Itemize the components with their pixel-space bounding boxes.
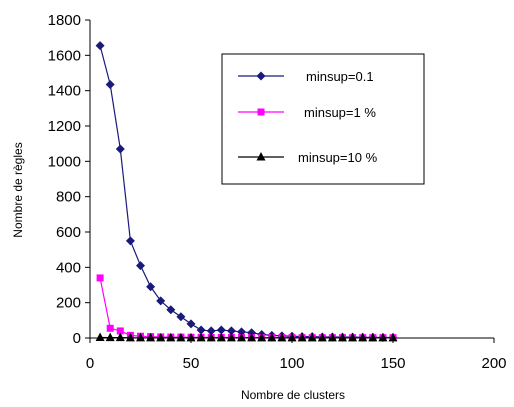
data-point: [105, 79, 115, 89]
data-point: [327, 332, 337, 342]
data-point: [237, 332, 246, 342]
legend-label: minsup=10 %: [298, 150, 378, 165]
data-point: [196, 332, 206, 342]
data-point: [125, 332, 135, 342]
legend-label: minsup=1 %: [304, 105, 376, 120]
y-tick-label: 400: [56, 259, 81, 276]
y-axis-label: Nombre de règles: [11, 142, 25, 237]
data-point: [136, 261, 145, 271]
x-ticks: 0 50 100 150 200: [86, 338, 507, 372]
data-point: [216, 332, 226, 342]
legend-item: minsup=0.1: [238, 69, 374, 84]
y-tick-label: 1800: [48, 12, 81, 29]
y-tick-label: 800: [56, 189, 81, 206]
series-2: [96, 274, 397, 342]
series-layer: [95, 41, 398, 342]
data-point: [115, 144, 125, 154]
data-point: [206, 326, 216, 336]
data-point: [125, 236, 135, 246]
legend-item: minsup=1 %: [238, 105, 376, 120]
series-3: [95, 332, 398, 342]
y-tick-label: 1000: [48, 153, 81, 170]
data-point: [317, 332, 327, 342]
y-tick-label: 600: [56, 224, 81, 241]
data-point: [176, 312, 186, 322]
data-point: [256, 152, 266, 161]
y-ticks: 0 200 400 600 800 1000 1200 1400 1600 1800: [48, 12, 90, 347]
x-tick-label: 50: [183, 355, 200, 372]
y-tick-label: 200: [56, 295, 81, 312]
data-point: [257, 108, 265, 116]
data-point: [105, 332, 115, 342]
x-tick-label: 0: [86, 355, 94, 372]
data-point: [247, 332, 257, 342]
data-point: [368, 332, 378, 342]
y-tick-label: 1200: [48, 118, 81, 135]
x-axis-label: Nombre de clusters: [241, 388, 345, 402]
data-point: [166, 305, 176, 315]
data-point: [106, 324, 114, 332]
data-point: [96, 274, 104, 282]
data-point: [257, 332, 267, 342]
data-point: [196, 325, 206, 335]
series-line: [99, 277, 393, 339]
data-point: [358, 332, 368, 342]
data-point: [186, 319, 196, 329]
data-point: [176, 332, 186, 342]
data-point: [297, 332, 307, 342]
data-point: [256, 71, 266, 81]
y-tick-label: 0: [73, 330, 81, 347]
data-point: [338, 332, 347, 342]
y-tick-label: 1600: [48, 47, 81, 64]
x-tick-label: 150: [380, 355, 405, 372]
legend: minsup=0.1 minsup=1 % minsup=10 %: [221, 53, 425, 185]
data-point: [115, 332, 125, 342]
y-tick-label: 1400: [48, 83, 81, 100]
data-point: [156, 332, 166, 342]
data-point: [95, 41, 105, 51]
data-point: [226, 326, 236, 336]
data-point: [136, 332, 145, 342]
data-point: [348, 332, 358, 342]
data-point: [388, 332, 398, 342]
data-point: [307, 332, 317, 342]
data-point: [216, 325, 226, 335]
data-point: [166, 332, 176, 342]
data-point: [378, 332, 388, 342]
data-point: [277, 332, 287, 342]
data-point: [186, 332, 196, 342]
legend-item: minsup=10 %: [238, 150, 378, 165]
data-point: [146, 282, 156, 292]
data-point: [146, 332, 156, 342]
x-tick-label: 100: [279, 355, 304, 372]
data-point: [206, 332, 216, 342]
data-point: [116, 327, 124, 335]
data-point: [156, 296, 166, 306]
x-tick-label: 200: [481, 355, 506, 372]
data-point: [287, 332, 297, 342]
legend-label: minsup=0.1: [306, 69, 374, 84]
data-point: [95, 332, 105, 341]
data-point: [226, 332, 236, 342]
data-point: [267, 332, 277, 342]
